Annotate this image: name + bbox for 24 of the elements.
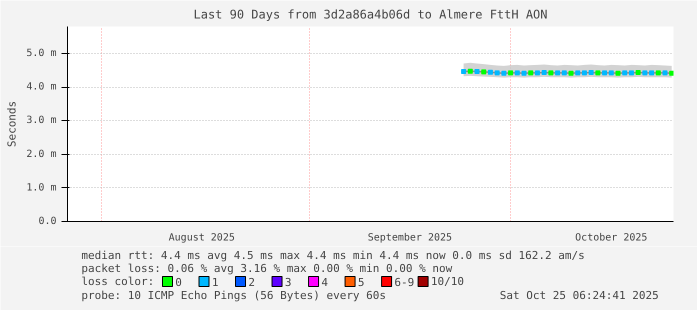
x-tick-label: October 2025 [575,232,648,244]
text: median rtt: 4.4 ms avg 4.5 ms max 4.4 ms min 4.4 ms now 0.0 ms sd 162.2 am/s [81,249,585,262]
y-tick-label: 3.0 m [26,115,57,126]
legend-label: 4 [321,276,328,289]
y-tick-label: 0.0 [38,216,56,227]
legend-label: 10/10 [430,275,464,288]
y-axis-title: Seconds [5,100,18,148]
legend-label: 2 [248,276,255,289]
y-tick-label: 2.0 m [26,148,57,160]
legend-label: 5 [358,276,365,289]
x-tick-label: September 2025 [368,232,452,244]
chart-title: Last 90 Days from 3d2a86a4b06d to Almere FttH AON [193,8,548,22]
legend-label: 1 [212,276,218,289]
text: packet loss: 0.06 % avg 3.16 % max 0.00 % min 0.00 % now [81,262,453,275]
legend-label: 6-9 [394,276,414,289]
text: probe: 10 ICMP Echo Pings (56 Bytes) every 60s [81,289,386,302]
legend-title: loss color: [81,275,154,288]
text: Sat Oct 25 06:24:41 2025 [500,289,659,302]
x-tick-label: August 2025 [168,232,235,244]
y-tick-label: 5.0 m [26,48,57,59]
legend-label: 3 [284,276,292,289]
y-tick-label: 1.0 m [26,182,57,194]
y-tick-label: 4.0 m [26,82,57,93]
legend-label: 0 [175,276,182,289]
